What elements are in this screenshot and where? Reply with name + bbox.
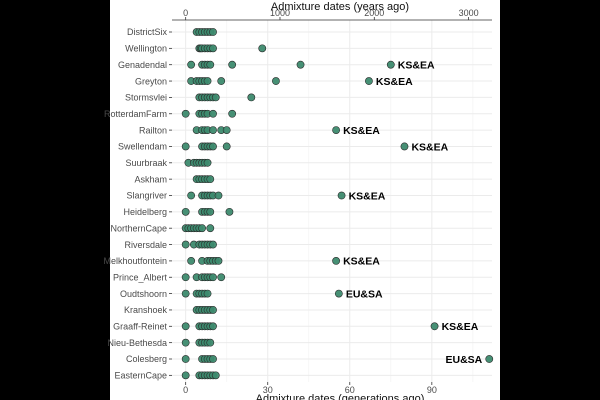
data-point <box>209 355 217 363</box>
data-point <box>206 338 215 347</box>
category-label: Kranshoek <box>124 305 168 315</box>
top-tick-label: 0 <box>183 8 188 18</box>
data-point <box>181 371 190 380</box>
category-label: Swellendam <box>118 142 167 152</box>
bottom-tick-label: 0 <box>183 385 188 395</box>
data-point <box>225 207 234 216</box>
category-label: EasternCape <box>114 371 167 381</box>
category-label: Stormsvlei <box>125 93 167 103</box>
category-label: Riversdale <box>124 240 167 250</box>
category-label: Slangriver <box>126 191 167 201</box>
data-point <box>181 109 190 118</box>
bottom-axis-title: Admixture dates (generations ago) <box>256 393 425 400</box>
data-point <box>187 60 196 69</box>
data-point <box>209 322 217 331</box>
data-point <box>209 273 217 282</box>
data-point <box>181 289 190 298</box>
data-point <box>181 142 190 151</box>
data-point <box>272 77 280 85</box>
data-point <box>181 273 190 282</box>
data-point <box>217 273 226 282</box>
data-point <box>206 207 215 216</box>
top-tick-label: 3000 <box>459 8 479 18</box>
point-annotation: EU&SA <box>445 354 482 366</box>
data-point <box>209 44 217 53</box>
top-tick-label: 2000 <box>364 8 384 18</box>
data-point <box>203 158 212 167</box>
data-point <box>296 60 305 69</box>
category-label: Askham <box>134 174 167 184</box>
data-point <box>209 126 217 135</box>
category-label: Prince_Albert <box>113 272 168 282</box>
data-point <box>211 371 220 380</box>
point-annotation: KS&EA <box>343 256 380 268</box>
point-annotation: KS&EA <box>349 190 386 202</box>
category-label: Colesberg <box>126 354 167 364</box>
category-label: Genadendal <box>118 60 167 70</box>
data-point <box>258 44 267 53</box>
data-point <box>222 142 231 151</box>
category-label: Nieu-Bethesda <box>107 338 167 348</box>
data-point <box>181 240 190 249</box>
category-label: RotterdamFarm <box>104 109 167 119</box>
point-annotation: KS&EA <box>442 321 479 333</box>
category-label: NorthernCape <box>110 223 167 233</box>
data-point <box>430 322 439 331</box>
data-point <box>365 77 373 85</box>
point-annotation: KS&EA <box>376 76 413 88</box>
data-point <box>217 77 226 85</box>
point-annotation: KS&EA <box>343 125 380 137</box>
data-point <box>209 306 217 314</box>
category-label: DistrictSix <box>127 27 167 37</box>
category-label: Greyton <box>135 76 167 86</box>
data-point <box>209 28 217 36</box>
bottom-tick-label: 60 <box>345 385 355 395</box>
data-point <box>181 207 190 216</box>
point-annotation: EU&SA <box>346 288 383 300</box>
data-point <box>187 256 196 265</box>
data-point <box>209 240 217 249</box>
data-point <box>337 191 346 200</box>
data-point <box>206 224 215 233</box>
category-label: Oudtshoorn <box>120 289 167 299</box>
category-label: Graaff-Reinet <box>113 322 167 332</box>
data-point <box>332 256 341 265</box>
data-point <box>209 109 217 118</box>
data-point <box>222 126 231 135</box>
data-point <box>211 93 220 102</box>
data-point <box>334 289 343 298</box>
data-point <box>206 175 215 184</box>
data-point <box>181 355 190 363</box>
point-annotation: KS&EA <box>411 141 448 153</box>
data-point <box>187 191 196 200</box>
top-tick-label: 1000 <box>270 8 290 18</box>
data-point <box>485 355 494 363</box>
data-point <box>198 224 206 233</box>
data-point <box>214 256 223 265</box>
data-point <box>400 142 409 151</box>
data-point <box>181 322 190 331</box>
category-label: Suurbraak <box>125 158 167 168</box>
data-point <box>181 338 190 347</box>
data-point <box>247 93 256 102</box>
data-point <box>228 60 237 69</box>
category-label: Wellington <box>125 44 167 54</box>
data-point <box>209 142 217 151</box>
top-axis-title: Admixture dates (years ago) <box>271 1 409 13</box>
data-point <box>203 77 212 85</box>
data-point <box>214 191 223 200</box>
point-annotation: KS&EA <box>398 60 435 72</box>
category-label: Railton <box>139 125 167 135</box>
data-point <box>386 60 395 69</box>
plot-panel <box>110 0 500 400</box>
data-point <box>206 60 215 69</box>
data-point <box>332 126 341 135</box>
category-label: Melkhoutfontein <box>103 256 167 266</box>
data-point <box>228 109 237 118</box>
bottom-tick-label: 30 <box>263 385 273 395</box>
category-label: Heidelberg <box>123 207 167 217</box>
bottom-tick-label: 90 <box>427 385 437 395</box>
data-point <box>203 289 212 298</box>
